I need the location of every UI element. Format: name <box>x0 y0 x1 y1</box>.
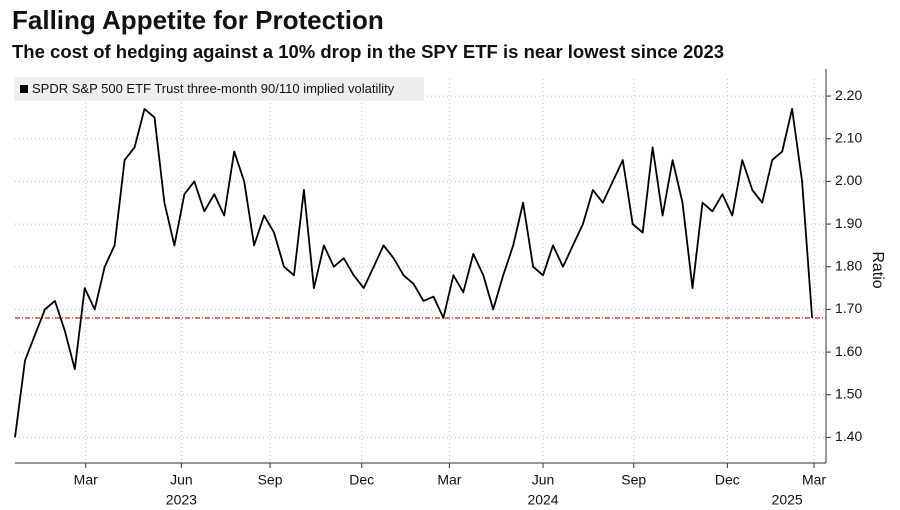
y-tick-label: 1.50 <box>835 385 862 401</box>
legend-label: SPDR S&P 500 ETF Trust three-month 90/11… <box>32 81 395 96</box>
year-label: 2024 <box>527 492 558 508</box>
series-line <box>14 108 813 438</box>
x-tick-label: Jun <box>170 472 193 488</box>
chart-title: Falling Appetite for Protection <box>12 5 384 35</box>
chart-subtitle: The cost of hedging against a 10% drop i… <box>12 41 724 62</box>
legend-box <box>14 77 424 101</box>
x-tick-label: Dec <box>349 472 374 488</box>
x-tick-label: Sep <box>258 472 283 488</box>
y-tick-label: 1.40 <box>835 428 862 444</box>
y-tick-label: 2.10 <box>835 129 862 145</box>
y-tick-label: 1.80 <box>835 257 862 273</box>
x-tick-label: Jun <box>532 472 555 488</box>
y-tick-label: 1.90 <box>835 215 862 231</box>
y-tick-label: 2.00 <box>835 172 862 188</box>
year-label: 2025 <box>772 492 803 508</box>
legend-swatch <box>20 85 28 93</box>
y-tick-label: 1.70 <box>835 300 862 316</box>
year-label: 2023 <box>166 492 197 508</box>
x-tick-label: Mar <box>74 472 98 488</box>
y-tick-label: 2.20 <box>835 87 862 103</box>
y-tick-label: 1.60 <box>835 343 862 359</box>
x-tick-label: Mar <box>802 472 826 488</box>
x-tick-label: Dec <box>715 472 740 488</box>
x-tick-label: Mar <box>437 472 461 488</box>
y-axis-label: Ratio <box>869 251 886 288</box>
x-tick-label: Sep <box>621 472 646 488</box>
